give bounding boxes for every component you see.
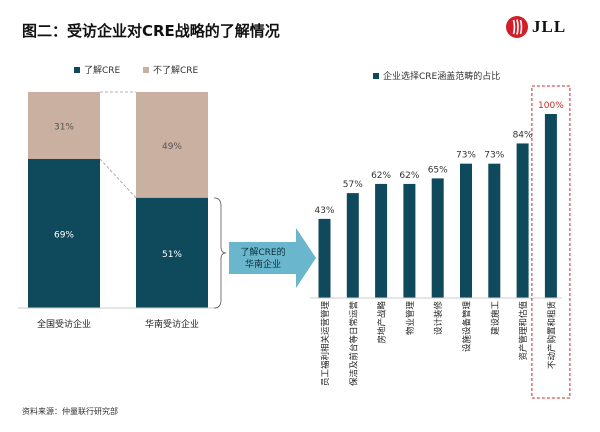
bar-know-cre-1: [136, 197, 208, 308]
data-label-cre-scope-7: 84%: [513, 130, 533, 140]
jll-logo-icon: [506, 16, 528, 38]
category-label-1: 华南受访企业: [145, 318, 199, 330]
bar-cre-scope-8: [544, 114, 557, 298]
data-label-not-know-cre-0: 31%: [54, 122, 74, 132]
bar-cre-scope-2: [375, 183, 388, 298]
bar-cre-scope-6: [488, 163, 501, 298]
data-label-not-know-cre-1: 49%: [162, 142, 182, 152]
category-label-cre-scope-1: 保洁及前台等日常运营: [348, 301, 359, 386]
bracket-brace: [213, 197, 227, 309]
bar-know-cre-0: [28, 158, 100, 308]
annotation-arrow: [229, 228, 316, 288]
category-label-cre-scope-3: 物业管理: [405, 301, 416, 336]
bar-cre-scope-3: [403, 183, 416, 298]
data-label-cre-scope-2: 62%: [371, 171, 391, 181]
category-label-cre-scope-4: 设计装修: [433, 301, 444, 336]
legend-swatch-know-cre: [74, 67, 80, 73]
bar-cre-scope-5: [460, 163, 472, 298]
legend-label-know-cre: 了解CRE: [84, 64, 121, 76]
legend-label-not-know-cre: 不了解CRE: [153, 64, 199, 76]
data-label-know-cre-1: 51%: [162, 250, 182, 260]
bar-not-know-cre-1: [136, 92, 208, 198]
category-label-cre-scope-6: 建设施工: [490, 301, 501, 336]
data-label-know-cre-0: 69%: [54, 230, 74, 240]
chart-title: 图二：受访企业对CRE战略的了解情况: [22, 22, 280, 40]
data-label-cre-scope-1: 57%: [343, 180, 363, 190]
legend-label-cre-scope: 企业选择CRE涵盖范畴的占比: [383, 70, 500, 82]
jll-logo: JLL: [505, 15, 566, 39]
logo-text: JLL: [532, 17, 567, 36]
data-label-cre-scope-6: 73%: [484, 151, 504, 161]
data-label-cre-scope-0: 43%: [314, 206, 334, 216]
bar-cre-scope-0: [318, 218, 331, 298]
connector-line-mid: [99, 158, 137, 199]
data-label-cre-scope-3: 62%: [399, 171, 419, 181]
bar-cre-scope-1: [346, 193, 359, 298]
category-label-cre-scope-7: 资产管理和估值: [518, 301, 529, 361]
legend-swatch-cre-scope: [373, 73, 379, 79]
category-label-0: 全国受访企业: [37, 318, 91, 330]
legend-swatch-not-know-cre: [143, 67, 149, 73]
bar-cre-scope-7: [516, 143, 529, 298]
annotation-text-line1: 了解CRE的: [240, 246, 285, 258]
category-label-cre-scope-5: 设施设备管理: [462, 301, 473, 353]
data-label-cre-scope-4: 65%: [428, 165, 448, 175]
annotation-text-line2: 华南企业: [245, 258, 281, 270]
category-label-cre-scope-0: 员工福利相关运营管理: [320, 301, 331, 387]
data-label-cre-scope-5: 73%: [456, 151, 476, 161]
bar-cre-scope-4: [431, 178, 444, 298]
category-label-cre-scope-2: 房地产战略: [377, 301, 388, 344]
category-label-cre-scope-8: 不动产购置和租赁: [546, 301, 557, 370]
data-label-cre-scope-8: 100%: [538, 101, 564, 111]
bar-not-know-cre-0: [28, 92, 100, 159]
source-note: 资料来源：仲量联行研究部: [22, 407, 118, 416]
